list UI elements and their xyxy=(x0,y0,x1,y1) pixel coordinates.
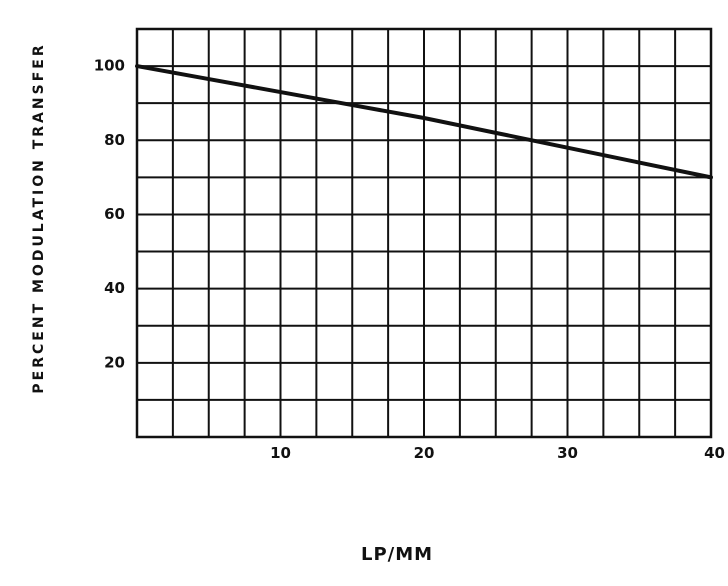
y-tick-labels: 20 40 60 80 100 xyxy=(94,57,125,372)
x-tick-label: 30 xyxy=(557,444,578,462)
y-axis-label: PERCENT MODULATION TRANSFER xyxy=(31,42,47,393)
y-tick-label: 20 xyxy=(104,353,125,371)
y-tick-label: 100 xyxy=(94,57,125,75)
y-tick-label: 80 xyxy=(104,131,125,149)
x-tick-labels: 10 20 30 40 xyxy=(270,444,725,462)
x-axis-label: LP/MM xyxy=(361,544,433,565)
y-tick-label: 40 xyxy=(104,279,125,297)
x-tick-label: 40 xyxy=(704,444,725,462)
x-tick-label: 10 xyxy=(270,444,291,462)
series-line xyxy=(135,64,713,180)
plot-border xyxy=(135,27,713,439)
grid xyxy=(137,29,711,437)
plot-frame xyxy=(135,27,713,439)
y-tick-label: 60 xyxy=(104,205,125,223)
series-group xyxy=(135,64,713,180)
x-tick-label: 20 xyxy=(414,444,435,462)
